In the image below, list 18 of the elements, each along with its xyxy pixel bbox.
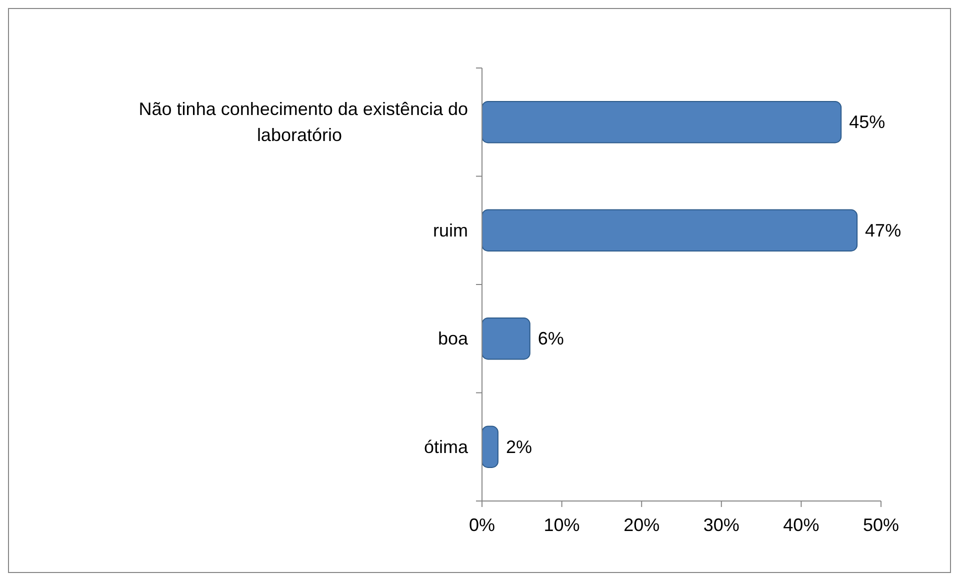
x-tick-label: 40% — [783, 515, 820, 535]
y-tick-label: ótima — [424, 436, 469, 457]
bar — [482, 426, 498, 468]
y-tick-label: ruim — [433, 220, 468, 240]
data-label: 45% — [849, 112, 886, 132]
bar — [482, 101, 842, 144]
y-tick-label: boa — [438, 328, 469, 349]
x-tick-label: 0% — [468, 515, 496, 535]
data-label: 47% — [865, 220, 902, 240]
data-label: 6% — [538, 328, 564, 349]
x-tick-label: 10% — [544, 515, 580, 535]
y-tick-label: Não tinha conhecimento da existência do laboratório — [138, 99, 468, 146]
x-tick-label: 30% — [703, 515, 740, 535]
x-tick-label: 50% — [862, 515, 900, 535]
bar — [482, 318, 530, 360]
x-tick-label: 20% — [624, 515, 660, 535]
bar — [482, 209, 858, 252]
data-label: 2% — [506, 436, 532, 457]
